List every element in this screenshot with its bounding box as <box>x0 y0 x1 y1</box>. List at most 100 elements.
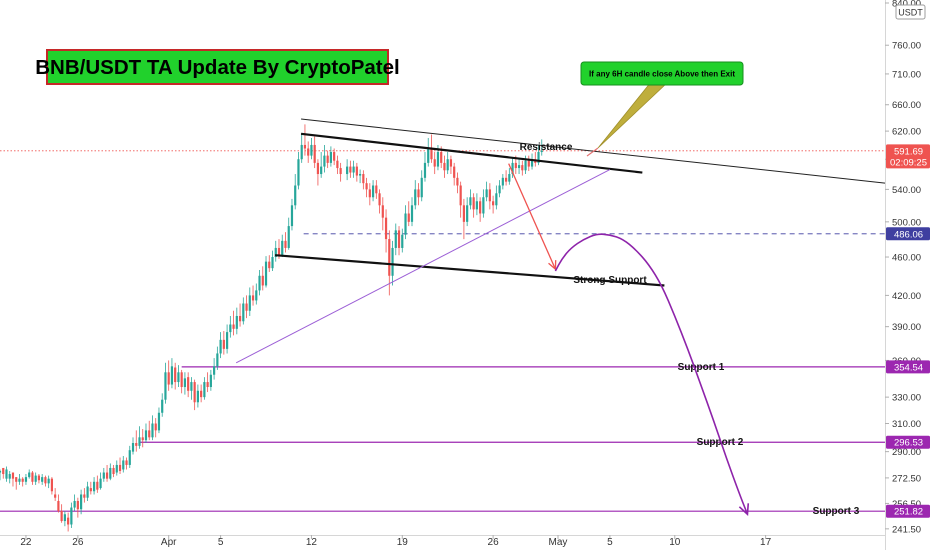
candle <box>92 477 96 495</box>
candle <box>70 502 73 528</box>
candle-body <box>300 144 303 160</box>
strong-support-trendline <box>275 254 665 287</box>
candle-body <box>222 339 225 349</box>
candle-body <box>440 152 443 163</box>
candle-body <box>50 478 54 492</box>
strong-support-label: Strong Support <box>573 275 647 286</box>
candle <box>154 418 157 438</box>
candle <box>80 489 83 515</box>
candle <box>349 160 352 178</box>
candle <box>203 377 206 400</box>
candle <box>300 134 303 163</box>
candle <box>420 170 423 202</box>
candle-body <box>8 474 11 479</box>
candle <box>433 152 436 175</box>
price-tag-box <box>886 435 930 449</box>
candle <box>99 472 102 490</box>
price-tag-box <box>886 227 930 241</box>
candle <box>8 470 11 484</box>
candle-body <box>24 477 28 482</box>
candle-body <box>118 464 122 471</box>
candle-body <box>57 500 60 511</box>
candle-body <box>21 478 24 482</box>
candle <box>37 474 41 484</box>
candle <box>307 141 310 163</box>
candle-body <box>290 205 294 227</box>
candle <box>443 155 446 178</box>
candle <box>216 346 219 370</box>
price-tag-value: 296.53 <box>894 438 923 449</box>
x-tick-label: 26 <box>488 537 500 548</box>
candle-body <box>60 510 63 522</box>
candle-body <box>2 467 5 475</box>
x-axis[interactable]: 22 26 Apr 5 12 19 26 May 5 10 17 <box>0 535 885 548</box>
candle <box>352 160 355 178</box>
candle <box>255 283 258 305</box>
candle-body <box>112 467 115 475</box>
candle-body <box>148 430 151 438</box>
candle <box>31 470 34 485</box>
candle <box>375 180 378 199</box>
candle <box>193 379 196 411</box>
candle-body <box>362 174 365 184</box>
candle <box>89 481 92 495</box>
candle-body <box>167 372 170 385</box>
candle <box>303 124 307 156</box>
y-tick-label: 290.00 <box>892 447 921 458</box>
resistance-label: Resistance <box>520 142 573 153</box>
candle <box>527 155 530 172</box>
red-arrow-head <box>548 260 557 271</box>
candle <box>57 494 60 513</box>
candle-body <box>177 372 180 383</box>
candle <box>378 189 381 214</box>
y-tick-label: 420.00 <box>892 291 921 302</box>
y-tick-label: 272.50 <box>892 473 921 484</box>
candle-body <box>527 160 530 167</box>
candle-body <box>213 366 216 375</box>
grid <box>0 150 885 235</box>
y-axis-background <box>885 0 932 550</box>
candle <box>410 197 414 227</box>
candle <box>63 510 66 527</box>
candle-body <box>333 152 336 161</box>
candle <box>196 384 199 408</box>
y-tick-label: 390.00 <box>892 322 921 333</box>
candle <box>60 504 63 523</box>
candle-body <box>0 470 2 473</box>
x-tick-label: 26 <box>72 537 84 548</box>
candle-body <box>264 261 268 286</box>
candle-body <box>365 183 368 190</box>
candle-body <box>410 205 414 222</box>
candle-body <box>238 315 242 322</box>
y-axis[interactable]: 840.00760.00710.00660.00620.00580.00540.… <box>885 0 932 550</box>
candle-body <box>216 353 219 367</box>
candle <box>358 169 362 184</box>
candle <box>310 137 313 160</box>
rising-support-trendline <box>235 169 611 364</box>
support-1-label: Support 1 <box>678 362 725 373</box>
candle-body <box>459 185 462 206</box>
candle <box>24 474 28 485</box>
support-3-label: Support 3 <box>813 506 860 517</box>
candle <box>164 362 167 404</box>
candle <box>329 146 333 167</box>
candle-body <box>151 423 154 438</box>
candle-body <box>92 481 96 492</box>
x-tick-label: 5 <box>607 537 613 548</box>
candle-body <box>37 475 41 481</box>
candle-body <box>303 144 307 149</box>
candle-body <box>154 423 157 431</box>
candle <box>407 201 410 227</box>
y-tick-label: 660.00 <box>892 100 921 111</box>
y-tick-label: 330.00 <box>892 393 921 404</box>
candle-body <box>18 478 21 482</box>
candle <box>34 472 37 485</box>
candle-body <box>248 295 251 311</box>
candle <box>161 393 164 417</box>
candle-body <box>144 430 148 441</box>
candle-body <box>99 478 102 489</box>
candle <box>355 162 358 182</box>
candle-body <box>122 460 125 470</box>
candle <box>190 377 193 400</box>
